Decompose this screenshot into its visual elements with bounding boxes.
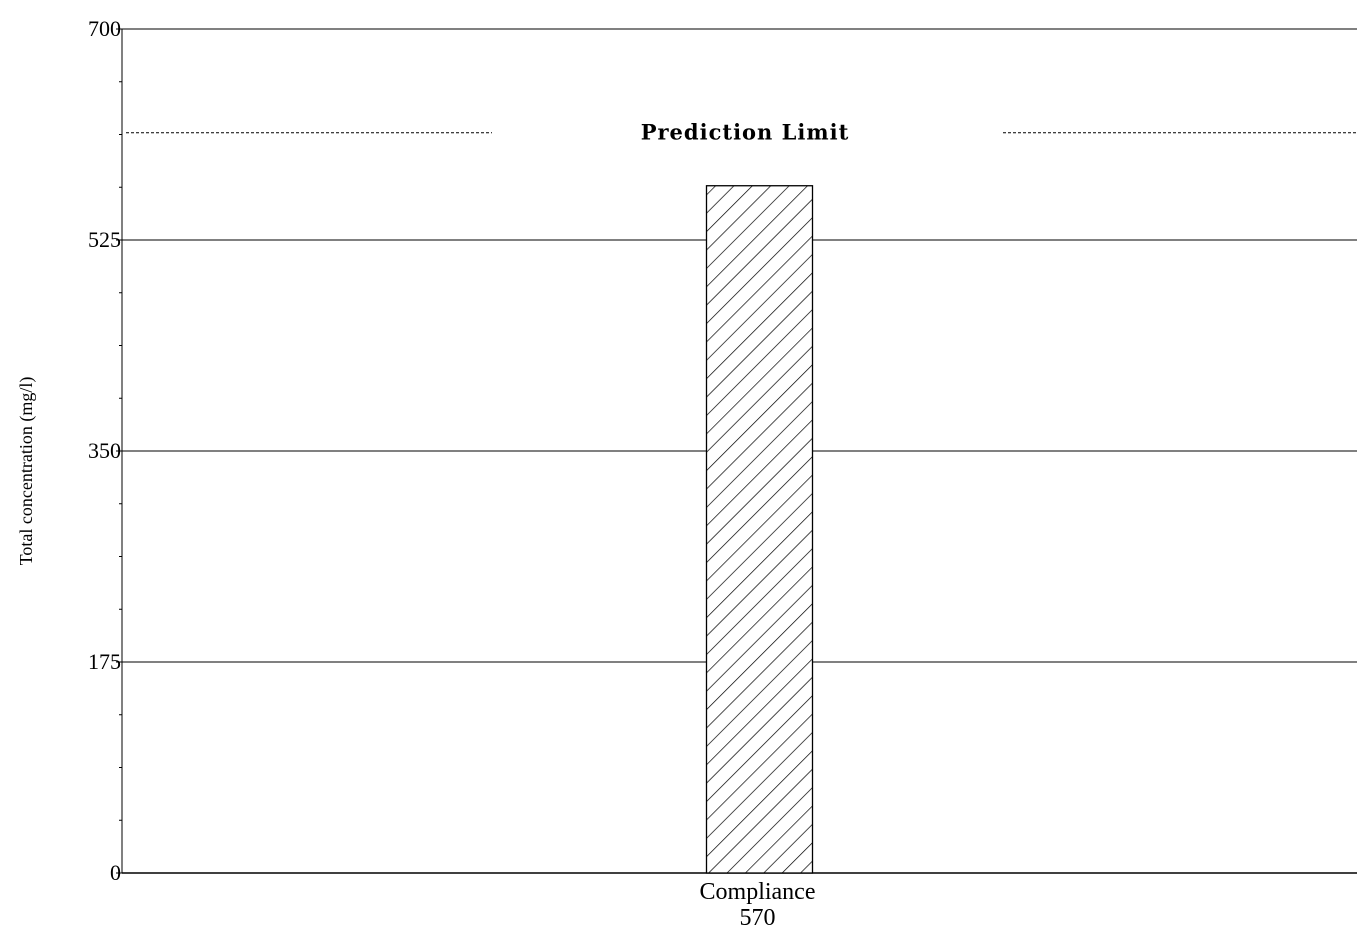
bars bbox=[705, 185, 814, 874]
prediction-limit: Prediction Limit bbox=[126, 120, 1357, 145]
x-category-label: Compliance bbox=[700, 879, 816, 905]
y-tick-label-175: 175 bbox=[88, 649, 121, 674]
y-axis-label: Total concentration (mg/l) bbox=[16, 377, 37, 566]
y-tick-labels: 0 175 350 525 700 bbox=[88, 16, 121, 885]
prediction-limit-label: Prediction Limit bbox=[641, 120, 850, 145]
y-tick-label-0: 0 bbox=[110, 860, 121, 885]
bar-value-label: 570 bbox=[740, 905, 776, 931]
y-tick-label-525: 525 bbox=[88, 227, 121, 252]
y-tick-label-700: 700 bbox=[88, 16, 121, 41]
bar-compliance bbox=[705, 185, 814, 874]
y-tick-label-350: 350 bbox=[88, 438, 121, 463]
